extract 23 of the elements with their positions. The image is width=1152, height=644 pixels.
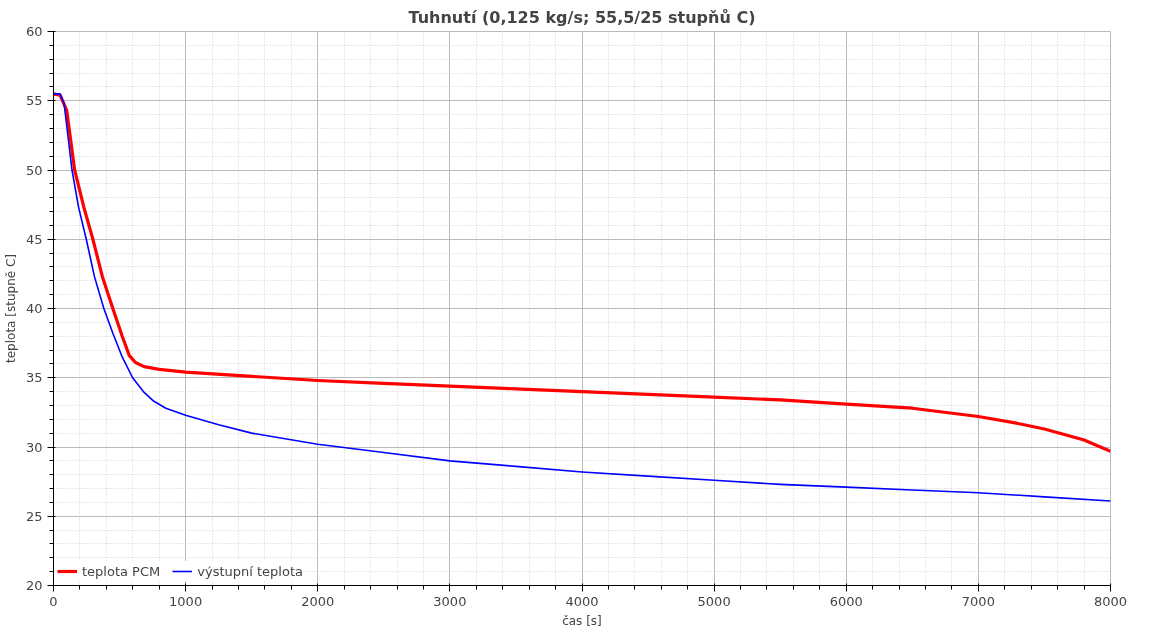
x-tick-label: 5000 [697, 593, 731, 609]
x-tick-label: 4000 [565, 593, 599, 609]
x-tick-label: 6000 [829, 593, 863, 609]
x-tick-label: 2000 [301, 593, 335, 609]
y-tick-label: 20 [25, 578, 43, 593]
chart-title: Tuhnutí (0,125 kg/s; 55,5/25 stupňů C) [408, 7, 756, 27]
x-tick-label: 7000 [961, 593, 995, 609]
x-axis-title: čas [s] [562, 613, 602, 628]
legend-label: teplota PCM [82, 563, 161, 579]
y-tick-label: 45 [25, 231, 43, 247]
y-tick-label: 40 [25, 301, 43, 316]
y-tick-label: 35 [25, 370, 43, 386]
x-tick-label: 0 [49, 593, 58, 609]
x-tick-label: 3000 [433, 593, 467, 609]
y-tick-label: 60 [25, 24, 43, 39]
y-tick-label: 50 [25, 162, 43, 178]
y-tick-label: 55 [25, 93, 43, 109]
y-axis-title: teplota [stupně C] [3, 254, 18, 363]
legend-label: výstupní teplota [197, 563, 303, 579]
y-tick-label: 25 [25, 508, 43, 524]
y-tick-label: 30 [25, 439, 43, 455]
x-tick-label: 1000 [169, 593, 203, 609]
x-tick-label: 8000 [1093, 593, 1128, 609]
